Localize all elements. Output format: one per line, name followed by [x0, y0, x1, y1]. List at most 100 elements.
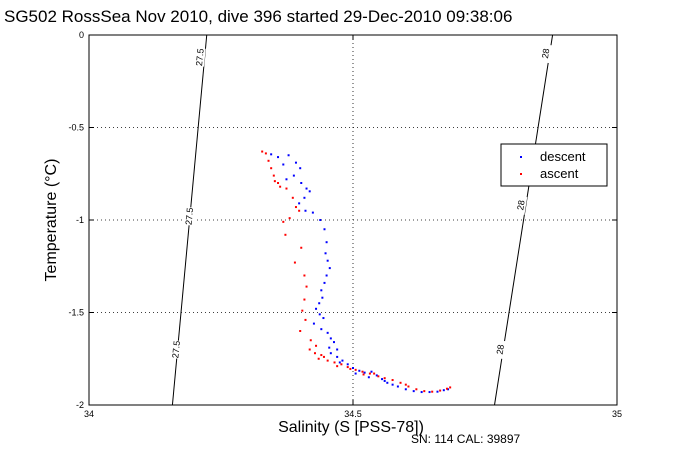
descent-point [375, 374, 378, 377]
ascent-point [291, 196, 294, 199]
descent-point [320, 328, 323, 331]
ascent-point [277, 182, 280, 184]
y-tick-label: -2 [76, 400, 84, 410]
descent-point [270, 153, 273, 156]
ascent-point [322, 355, 325, 358]
contour-label-background [539, 43, 553, 64]
ascent-point [431, 390, 434, 393]
grid-lines [89, 35, 617, 405]
descent-point [447, 388, 450, 391]
ascent-point [326, 359, 329, 362]
descent-point [305, 187, 308, 190]
ascent-point [294, 206, 297, 209]
ascent-point [362, 373, 365, 376]
descent-point [318, 313, 321, 316]
chart-title: SG502 RossSea Nov 2010, dive 396 started… [4, 7, 512, 26]
ascent-point [340, 363, 343, 366]
descent-point [326, 331, 329, 334]
descent-point [319, 219, 322, 221]
descent-point [303, 196, 306, 199]
descent-point [298, 202, 301, 205]
legend-box [500, 143, 608, 187]
ascent-point [361, 370, 364, 373]
ascent-point [346, 366, 349, 369]
y-axis-label: Temperature (°C) [43, 159, 60, 282]
ascent-point [383, 377, 386, 380]
descent-point [367, 376, 370, 379]
descent-point [326, 259, 329, 262]
descent-point [428, 391, 431, 394]
ascent-point [300, 246, 303, 249]
descent-point [381, 378, 384, 381]
ascent-point [273, 180, 276, 183]
y-tick-label: 0 [79, 30, 84, 40]
ascent-point [333, 361, 336, 364]
contour-label-background [493, 339, 507, 360]
ascent-point [399, 381, 402, 384]
descent-point [311, 211, 314, 214]
descent-point [318, 302, 321, 305]
descent-point [322, 317, 325, 320]
ascent-point [317, 357, 320, 360]
descent-point [363, 371, 366, 374]
x-axis-ticks: 34 34.5 35 [84, 35, 622, 419]
series-descent [270, 153, 450, 394]
ascent-point [308, 348, 311, 351]
descent-point [336, 348, 339, 351]
ascent-point [415, 388, 418, 391]
descent-point [320, 289, 323, 292]
contour-label: 28 [515, 199, 526, 210]
ascent-point [305, 285, 308, 288]
descent-point [315, 307, 318, 310]
descent-point [404, 388, 407, 391]
descent-point [287, 154, 290, 157]
plot-area: 27.5 27.5 27.5 28 28 28 34 34.5 35 0 -0.5 -1 -1.5 -… [68, 30, 622, 419]
descent-point [420, 391, 423, 394]
ascent-point [368, 372, 371, 375]
descent-point [324, 252, 327, 255]
ascent-point [303, 274, 306, 277]
descent-point [323, 228, 326, 231]
y-tick-label: -1 [76, 215, 84, 225]
x-axis-label: Salinity (S [PSS-78]) [278, 419, 424, 436]
ascent-point [284, 233, 287, 236]
contour-label-background [183, 206, 196, 226]
legend-marker-ascent [520, 173, 522, 175]
ascent-point [270, 167, 273, 170]
descent-point [332, 341, 335, 344]
ascent-point [261, 150, 264, 153]
ascent-point [349, 367, 352, 370]
descent-point [300, 182, 303, 184]
legend-label-ascent: ascent [540, 166, 579, 181]
ascent-point [449, 386, 452, 389]
descent-point [325, 241, 328, 244]
descent-point [352, 367, 354, 369]
ascent-point [285, 187, 288, 190]
contour-label-background [194, 47, 206, 67]
descent-point [412, 390, 415, 393]
descent-point [308, 190, 311, 193]
series-ascent [261, 150, 452, 393]
descent-point [370, 370, 373, 373]
ascent-point [320, 354, 323, 357]
ascent-point [303, 298, 306, 301]
ascent-point [439, 389, 442, 392]
descent-point [383, 379, 386, 382]
ascent-point [267, 159, 270, 162]
descent-point [396, 385, 399, 388]
ascent-point [407, 385, 410, 388]
contour-label: 28 [495, 344, 506, 355]
ascent-point [299, 330, 302, 332]
ascent-point [293, 261, 296, 264]
ascent-point [301, 309, 304, 312]
contour-label: 27.5 [184, 207, 196, 225]
descent-point [304, 209, 307, 212]
x-tick-label: 34 [84, 409, 94, 419]
descent-point [292, 174, 295, 177]
descent-point [328, 267, 331, 270]
descent-point [329, 337, 332, 340]
y-axis-ticks: 0 -0.5 -1 -1.5 -2 [68, 30, 617, 410]
contour-label: 27.5 [170, 340, 182, 358]
ascent-point [313, 352, 316, 355]
